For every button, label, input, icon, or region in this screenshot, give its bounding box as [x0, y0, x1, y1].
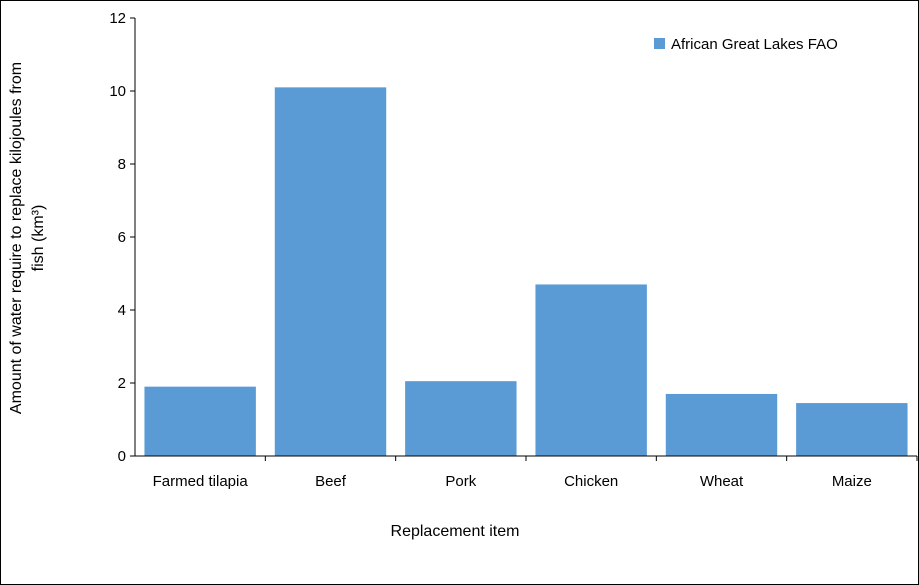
x-axis-ticks: Farmed tilapia Beef Pork Chicken Wheat Maize [153, 456, 918, 490]
y-axis-title-line-2: fish (km³) [30, 205, 47, 272]
x-tick-label-beef: Beef [315, 473, 347, 490]
bars [144, 87, 908, 456]
bar-maize [796, 403, 908, 456]
bar-farmed-tilapia [144, 386, 256, 456]
y-tick-label-2: 4 [118, 302, 126, 319]
y-tick-label-4: 8 [118, 156, 126, 173]
y-tick-label-1: 2 [118, 375, 126, 392]
bar-chicken [535, 284, 647, 456]
legend-swatch [654, 38, 665, 49]
bar-wheat [665, 393, 778, 456]
bar-beef [274, 87, 387, 456]
x-tick-label-wheat: Wheat [700, 473, 744, 490]
x-tick-label-pork: Pork [445, 473, 476, 490]
x-axis-title: Replacement item [391, 523, 520, 540]
y-axis-title: Amount of water require to replace kiloj… [8, 62, 47, 414]
x-tick-label-farmed-tilapia: Farmed tilapia [153, 473, 249, 490]
y-tick-label-3: 6 [118, 229, 126, 246]
y-tick-label-0: 0 [118, 448, 126, 465]
x-tick-label-chicken: Chicken [564, 473, 618, 490]
legend: African Great Lakes FAO [654, 36, 838, 53]
bar-pork [405, 381, 517, 456]
x-tick-label-maize: Maize [832, 473, 872, 490]
legend-label: African Great Lakes FAO [671, 36, 838, 53]
y-tick-label-5: 10 [109, 83, 126, 100]
y-tick-label-6: 12 [109, 10, 126, 27]
y-axis-ticks: 0 2 4 6 8 10 12 [109, 10, 135, 465]
y-axis-title-line-1: Amount of water require to replace kiloj… [8, 62, 25, 414]
